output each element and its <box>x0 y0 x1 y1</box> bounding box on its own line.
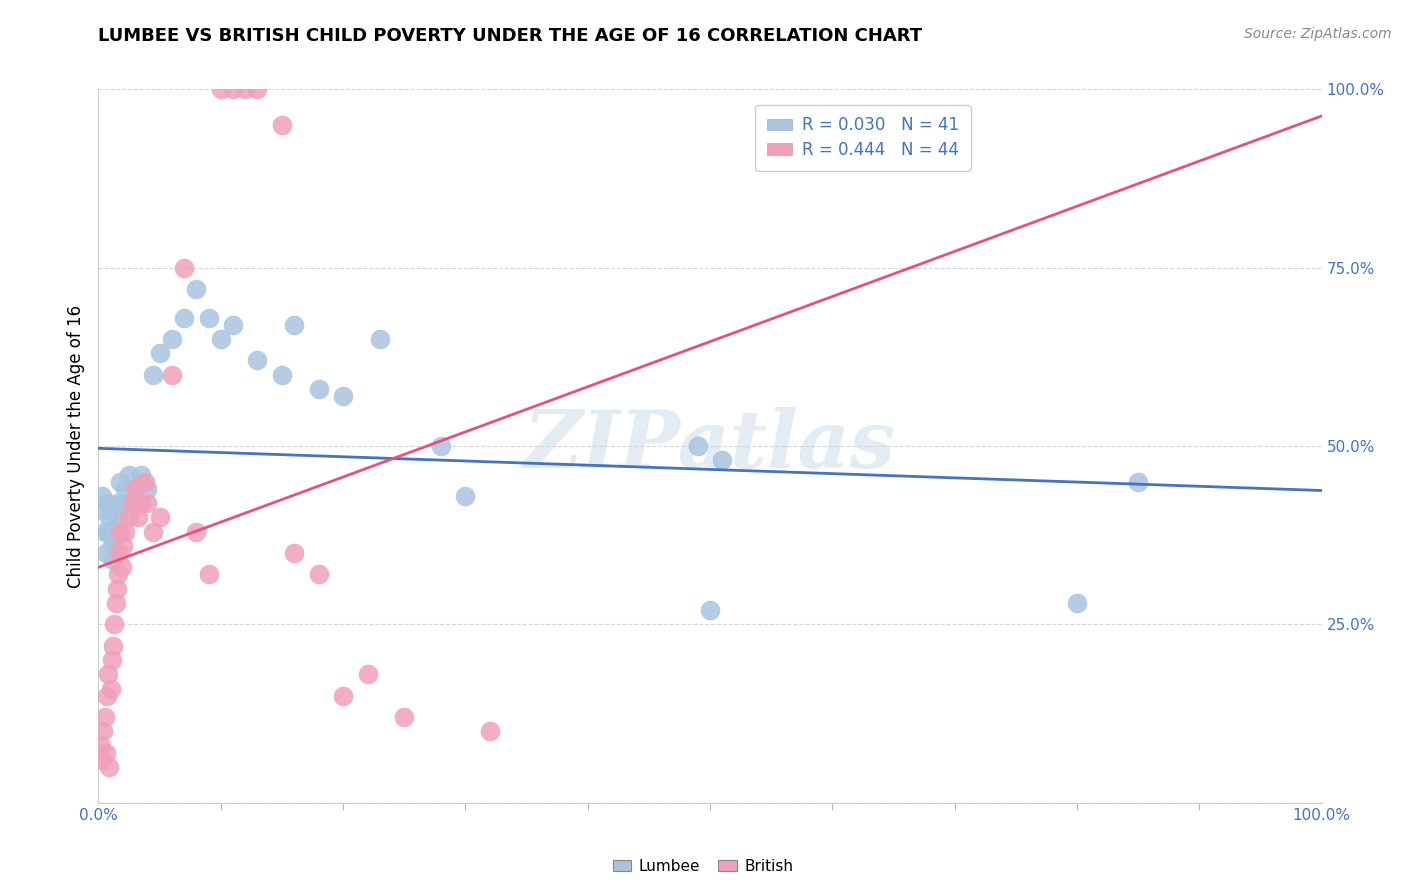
Point <box>111 496 134 510</box>
Point <box>91 724 114 739</box>
Point <box>142 524 165 539</box>
Point <box>98 510 121 524</box>
Point <box>270 368 294 382</box>
Point <box>114 482 136 496</box>
Point <box>124 482 146 496</box>
Point <box>308 382 330 396</box>
Point <box>110 475 132 489</box>
Point <box>97 524 120 539</box>
Point <box>186 282 208 296</box>
Point <box>283 318 305 332</box>
Point <box>124 482 146 496</box>
Point <box>101 653 124 667</box>
Point <box>134 475 156 489</box>
Legend: Lumbee, British: Lumbee, British <box>606 853 800 880</box>
Point <box>209 82 232 96</box>
Point <box>246 82 269 96</box>
Point <box>101 639 124 653</box>
Point <box>96 496 118 510</box>
Point <box>222 318 245 332</box>
Point <box>103 617 125 632</box>
Legend: R = 0.030   N = 41, R = 0.444   N = 44: R = 0.030 N = 41, R = 0.444 N = 44 <box>755 104 970 170</box>
Point <box>96 689 118 703</box>
Point <box>186 524 208 539</box>
Point <box>105 582 128 596</box>
Point <box>111 539 134 553</box>
Point <box>91 753 114 767</box>
Point <box>209 332 232 346</box>
Point <box>283 546 305 560</box>
Point <box>699 603 721 617</box>
Point <box>454 489 477 503</box>
Point <box>1128 475 1150 489</box>
Point <box>686 439 709 453</box>
Point <box>136 496 159 510</box>
Point <box>107 510 129 524</box>
Point <box>142 368 165 382</box>
Point <box>104 596 127 610</box>
Point <box>197 310 219 325</box>
Point <box>173 260 195 275</box>
Point <box>118 467 141 482</box>
Point <box>98 760 121 774</box>
Point <box>160 368 183 382</box>
Point <box>129 467 152 482</box>
Point <box>90 739 112 753</box>
Text: LUMBEE VS BRITISH CHILD POVERTY UNDER THE AGE OF 16 CORRELATION CHART: LUMBEE VS BRITISH CHILD POVERTY UNDER TH… <box>98 27 922 45</box>
Point <box>91 489 114 503</box>
Point <box>127 510 149 524</box>
Point <box>129 496 152 510</box>
Point <box>101 553 124 567</box>
Point <box>430 439 453 453</box>
Point <box>110 524 132 539</box>
Point <box>356 667 378 681</box>
Point <box>160 332 183 346</box>
Point <box>270 118 294 132</box>
Point <box>94 546 117 560</box>
Text: Source: ZipAtlas.com: Source: ZipAtlas.com <box>1244 27 1392 41</box>
Point <box>93 524 115 539</box>
Point <box>100 681 122 696</box>
Point <box>149 346 172 360</box>
Point <box>121 496 143 510</box>
Point <box>332 389 354 403</box>
Point <box>136 482 159 496</box>
Point <box>308 567 330 582</box>
Point <box>392 710 416 724</box>
Point <box>478 724 501 739</box>
Point <box>222 82 245 96</box>
Point <box>197 567 219 582</box>
Point <box>105 496 128 510</box>
Point <box>97 667 120 681</box>
Point <box>94 746 117 760</box>
Point <box>149 510 172 524</box>
Point <box>1066 596 1088 610</box>
Point <box>233 82 256 96</box>
Point <box>91 503 114 517</box>
Point <box>100 524 122 539</box>
Point <box>114 524 136 539</box>
Y-axis label: Child Poverty Under the Age of 16: Child Poverty Under the Age of 16 <box>66 304 84 588</box>
Point <box>246 353 269 368</box>
Point <box>107 567 129 582</box>
Point <box>368 332 391 346</box>
Point <box>108 546 131 560</box>
Point <box>711 453 734 467</box>
Point <box>101 539 124 553</box>
Text: ZIPatlas: ZIPatlas <box>524 408 896 484</box>
Point <box>111 560 134 574</box>
Point <box>103 532 125 546</box>
Point <box>332 689 354 703</box>
Point <box>118 510 141 524</box>
Point <box>93 710 115 724</box>
Point <box>173 310 195 325</box>
